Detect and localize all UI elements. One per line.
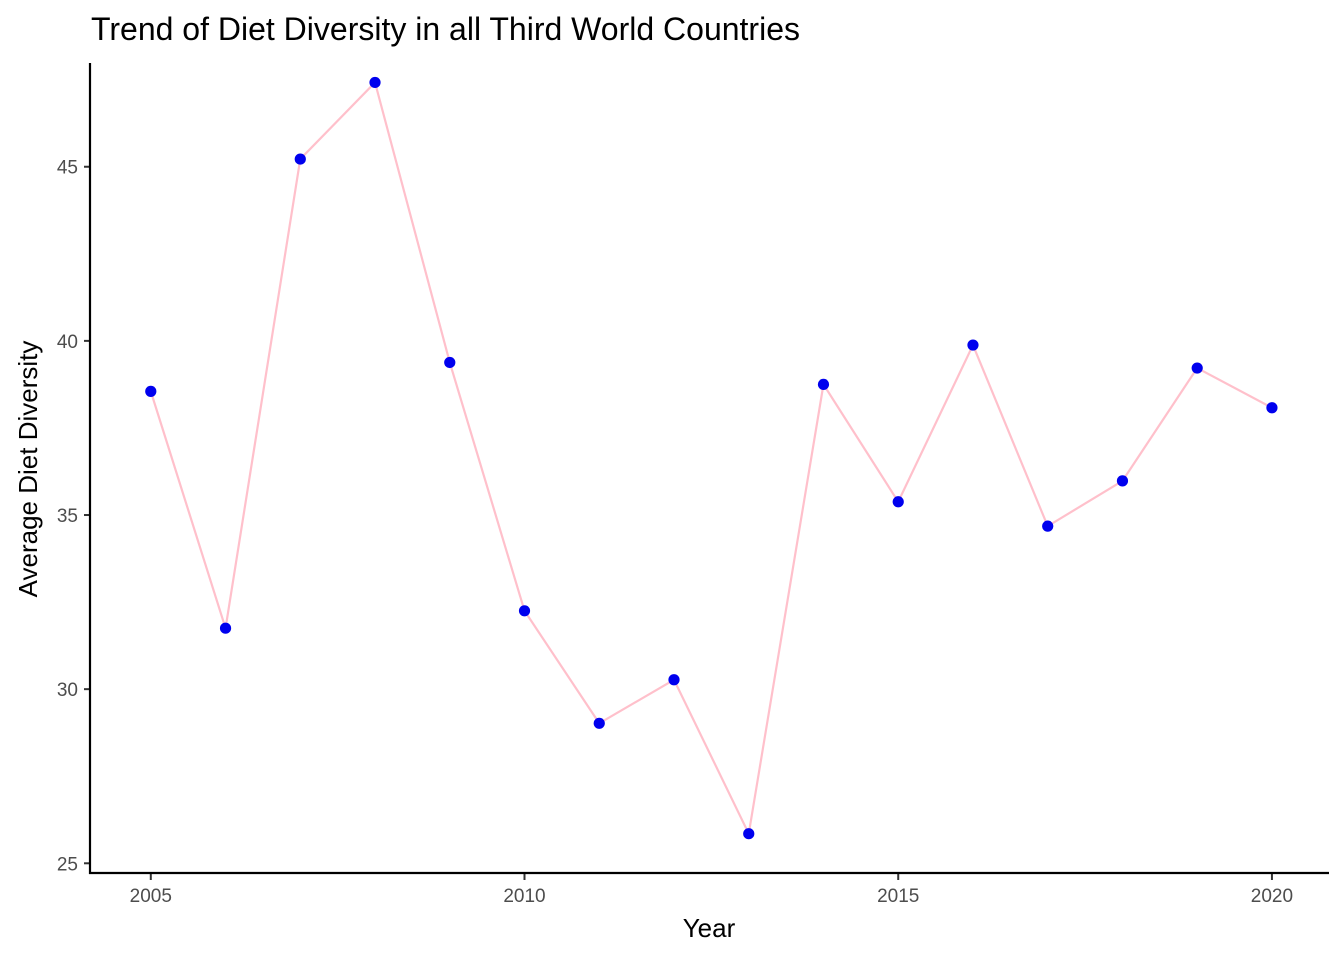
series-line (149, 80, 1273, 838)
data-point-2017 (1042, 520, 1054, 532)
chart-title: Trend of Diet Diversity in all Third Wor… (91, 11, 800, 47)
data-point-2007 (294, 153, 306, 165)
x-tick-label-2015: 2015 (877, 886, 919, 907)
data-point-2014 (817, 378, 830, 391)
data-point-2008 (369, 76, 381, 89)
data-point-2013 (743, 828, 755, 840)
y-tick-label-30: 30 (57, 680, 78, 701)
y-tick-label-35: 35 (57, 506, 78, 527)
x-axis-title: Year (683, 913, 736, 943)
data-point-2012 (668, 674, 680, 686)
x-tick-label-2010: 2010 (503, 886, 545, 907)
data-points (145, 76, 1278, 840)
x-axis-ticks: 2005 2010 2015 2020 (130, 874, 1293, 907)
data-point-2019 (1191, 362, 1203, 374)
data-point-2010 (518, 605, 531, 617)
data-point-2006 (219, 622, 232, 634)
data-point-2011 (593, 717, 605, 729)
data-point-2016 (967, 339, 979, 351)
data-point-2005 (145, 385, 157, 397)
y-tick-label-40: 40 (57, 332, 78, 353)
y-axis-ticks: 25 30 35 40 45 (57, 158, 90, 875)
data-point-2009 (444, 356, 456, 369)
data-point-2015 (892, 496, 904, 508)
data-point-2018 (1116, 475, 1129, 487)
y-tick-label-45: 45 (57, 158, 78, 179)
y-tick-label-25: 25 (57, 854, 78, 875)
y-axis-title: Average Diet Diversity (13, 341, 43, 598)
x-tick-label-2005: 2005 (130, 886, 172, 907)
x-tick-label-2020: 2020 (1251, 886, 1293, 907)
data-point-2020 (1266, 402, 1278, 414)
